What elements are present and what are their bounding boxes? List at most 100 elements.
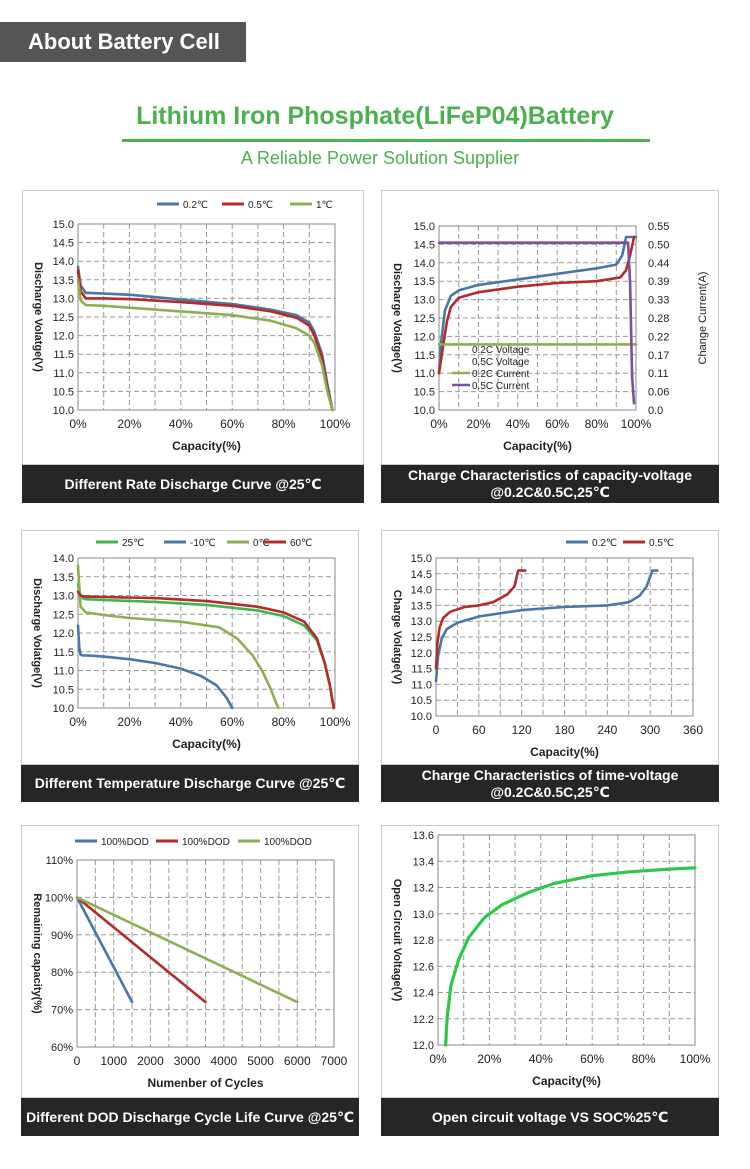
- y-tick-label: 12.0: [411, 648, 432, 660]
- section-header: About Battery Cell: [0, 22, 246, 62]
- x-tick-label: 80%: [272, 417, 296, 431]
- y-tick-label: 100%: [45, 892, 73, 904]
- y-tick-label: 90%: [51, 930, 73, 942]
- series-line-charge_cap-1: [437, 235, 636, 375]
- x-tick-label: 360: [683, 723, 703, 737]
- y-tick-label: 11.5: [53, 647, 74, 659]
- y-tick-label: 15.0: [411, 553, 432, 565]
- y-tick-label: 14.5: [53, 238, 74, 250]
- y-tick-label: 13.5: [411, 600, 432, 612]
- y-tick-label: 14.0: [411, 585, 432, 597]
- x-tick-label: 60%: [220, 715, 244, 729]
- y-right-tick-label: 0.22: [648, 331, 669, 343]
- series-line-rate-1: [76, 269, 334, 412]
- series-line-ocv-0: [444, 866, 697, 1047]
- y-axis-title: Charge Volatge(V): [391, 590, 403, 685]
- y-tick-label: 10.5: [411, 695, 432, 707]
- y-tick-label: 14.5: [414, 239, 435, 251]
- y-tick-label: 13.0: [53, 293, 74, 305]
- legend-label: 0.2C Current: [472, 369, 529, 380]
- y-tick-label: 13.0: [413, 909, 434, 921]
- y-tick-label: 70%: [51, 1005, 73, 1017]
- y-tick-label: 10.5: [53, 386, 74, 398]
- y-right-tick-label: 0.06: [648, 387, 669, 399]
- plot-frame: [77, 223, 336, 411]
- legend-label: 0.2℃: [592, 538, 617, 549]
- x-tick-label: 20%: [117, 417, 141, 431]
- plot-frame: [435, 557, 694, 717]
- x-tick-label: 4000: [211, 1054, 238, 1068]
- x-tick-label: 80%: [272, 715, 296, 729]
- x-tick-label: 7000: [321, 1054, 348, 1068]
- legend-label: 0.5℃: [248, 200, 273, 211]
- series-line-charge_time-0: [434, 569, 659, 683]
- x-axis-title: Capacity(%): [532, 1074, 601, 1088]
- y-axis-title: Open Circuit Voltage(V): [391, 879, 403, 1002]
- y-tick-label: 110%: [46, 855, 74, 867]
- x-tick-label: 40%: [529, 1052, 553, 1066]
- x-tick-label: 80%: [585, 417, 609, 431]
- series-line-charge_cap-0: [437, 235, 638, 375]
- y-tick-label: 11.5: [53, 349, 74, 361]
- dod-chart: 110% 100% 90% 80% 70% 60%0 1000 2000 3000 4000 500…: [31, 837, 348, 1090]
- y-tick-label: 11.0: [414, 368, 435, 380]
- ocv-chart-caption: Open circuit voltage VS SOC%25℃: [381, 1098, 719, 1136]
- temp-chart-caption: Different Temperature Discharge Curve @2…: [21, 765, 359, 802]
- y-tick-label: 10.5: [53, 684, 74, 696]
- legend-label: 0.2℃: [183, 200, 208, 211]
- rate-chart-panel: 15.0 14.5 14.0 13.5 13.0 12.5 12.0 11.5 11.0 10.5…: [22, 190, 364, 465]
- y-tick-label: 11.0: [53, 666, 74, 678]
- x-axis-title: Numenber of Cycles: [147, 1076, 263, 1090]
- y-tick-label: 12.0: [413, 1040, 434, 1052]
- page-subtitle: A Reliable Power Solution Supplier: [240, 148, 520, 168]
- x-tick-label: 100%: [621, 417, 652, 431]
- y-tick-label: 14.5: [411, 569, 432, 581]
- series-line-rate-2: [76, 278, 334, 412]
- y-tick-label: 12.0: [53, 331, 74, 343]
- y-right-tick-label: 0.11: [648, 368, 669, 380]
- charge-time-chart-caption: Charge Characteristics of time-voltage @…: [381, 765, 719, 802]
- y-tick-label: 10.0: [411, 711, 432, 723]
- y-axis-title: Discharge Volatge(V): [31, 578, 43, 688]
- series-line-dod-2: [75, 896, 299, 1004]
- y-tick-label: 13.5: [53, 572, 74, 584]
- y-tick-label: 10.0: [414, 405, 435, 417]
- charge-cap-chart-caption: Charge Characteristics of capacity-volta…: [381, 465, 719, 503]
- y-tick-label: 12.6: [413, 961, 434, 973]
- y-tick-label: 13.5: [414, 276, 435, 288]
- x-axis-title: Capacity(%): [530, 745, 599, 759]
- x-tick-label: 60%: [545, 417, 569, 431]
- x-tick-label: 0%: [69, 417, 87, 431]
- x-tick-label: 100%: [680, 1052, 711, 1066]
- y-axis-title: Discharge Volatge(V): [32, 262, 44, 372]
- x-tick-label: 0: [433, 723, 440, 737]
- temp-chart: 14.0 13.5 13.0 12.5 12.0 11.5 11.0 10.5 10.00% 20…: [31, 538, 351, 751]
- series-line-temp-3: [76, 590, 336, 710]
- legend-label: -10℃: [190, 538, 216, 549]
- y-tick-label: 13.5: [53, 275, 74, 287]
- legend-label: 60℃: [290, 538, 312, 549]
- y-tick-label: 12.5: [411, 632, 432, 644]
- y-tick-label: 12.5: [53, 609, 74, 621]
- legend-label: 100%DOD: [182, 837, 230, 848]
- x-tick-label: 20%: [466, 417, 490, 431]
- x-axis-title: Capacity(%): [172, 737, 241, 751]
- page-title: Lithium Iron Phosphate(LiFeP04)Battery: [136, 102, 614, 130]
- y-right-tick-label: 0.50: [648, 239, 669, 251]
- y-tick-label: 14.0: [53, 553, 74, 565]
- x-tick-label: 1000: [100, 1054, 127, 1068]
- x-tick-label: 60%: [580, 1052, 604, 1066]
- x-tick-label: 300: [640, 723, 660, 737]
- y-right-tick-label: 0.44: [648, 258, 669, 270]
- y-tick-label: 14.0: [414, 258, 435, 270]
- plot-frame: [76, 859, 335, 1048]
- x-tick-label: 40%: [169, 417, 193, 431]
- x-axis-title: Capacity(%): [172, 439, 241, 453]
- y-tick-label: 12.0: [53, 628, 74, 640]
- y-tick-label: 11.5: [414, 350, 435, 362]
- x-axis-title: Capacity(%): [503, 439, 572, 453]
- series-line-temp-2: [76, 564, 280, 710]
- x-tick-label: 100%: [320, 715, 351, 729]
- y-tick-label: 13.0: [53, 591, 74, 603]
- ocv-chart-panel: 13.6 13.4 13.2 13.0 12.8 12.6 12.4 12.2 12.0 0% 20…: [381, 825, 719, 1098]
